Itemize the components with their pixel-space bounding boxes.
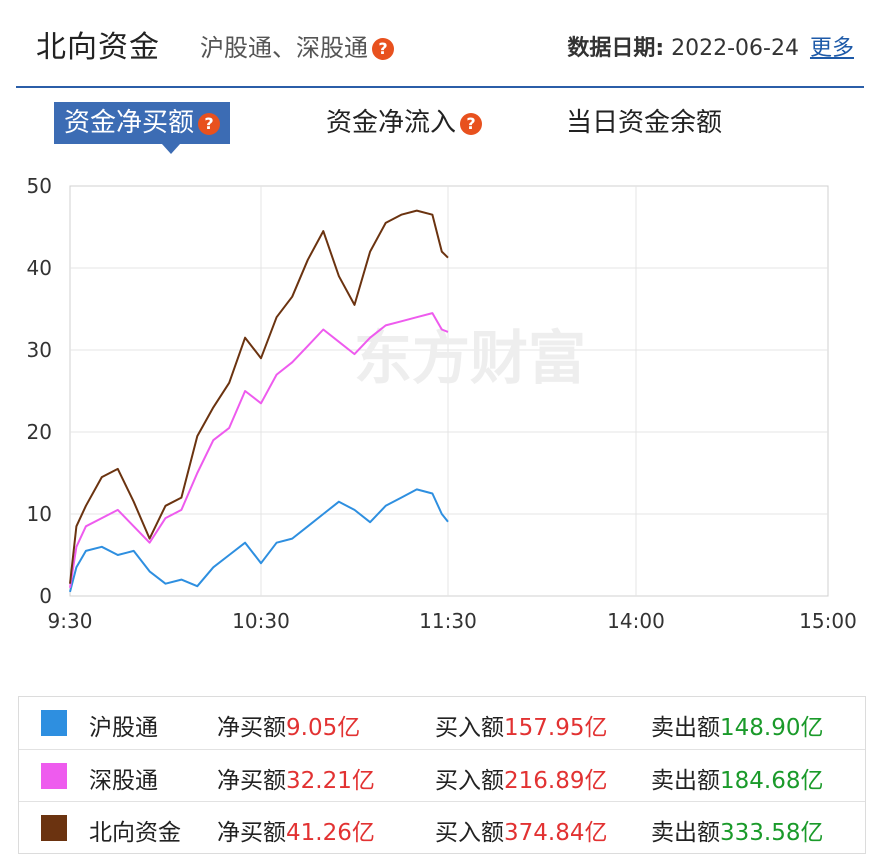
sell-value: 184.68亿 <box>720 768 824 794</box>
series-swatch <box>41 763 67 789</box>
help-icon[interactable]: ? <box>198 112 221 135</box>
active-tab-pointer <box>162 144 180 154</box>
buy-value: 216.89亿 <box>504 768 608 794</box>
series-name: 沪股通 <box>89 715 158 741</box>
grid-lines <box>70 186 828 596</box>
page-title: 北向资金 <box>36 30 160 65</box>
net-buy-value: 32.21亿 <box>286 768 375 794</box>
north-flow-chart: 东方财富 0 10 20 30 40 50 9:30 10:30 11:30 14:00 15:0… <box>27 174 857 633</box>
sell-amount: 卖出额148.90亿 <box>651 708 823 742</box>
sell-label: 卖出额 <box>651 715 720 741</box>
y-axis-ticks: 0 10 20 30 40 50 <box>27 174 52 608</box>
net-buy: 净买额41.26亿 <box>217 813 375 847</box>
data-date: 数据日期: 2022-06-24 更多 <box>567 30 854 62</box>
sell-value: 148.90亿 <box>720 715 824 741</box>
buy-label: 买入额 <box>435 820 504 846</box>
buy-value: 157.95亿 <box>504 715 608 741</box>
more-link[interactable]: 更多 <box>809 36 854 61</box>
page-subtitle: 沪股通、深股通? <box>200 28 394 63</box>
net-buy-value: 41.26亿 <box>286 820 375 846</box>
sell-amount: 卖出额333.58亿 <box>651 813 823 847</box>
buy-label: 买入额 <box>435 768 504 794</box>
watermark: 东方财富 <box>354 324 586 392</box>
buy-value: 374.84亿 <box>504 820 608 846</box>
y-tick-label: 20 <box>27 420 52 444</box>
x-tick-label: 14:00 <box>607 609 665 633</box>
tab-net-buy[interactable]: 资金净买额? <box>54 102 231 144</box>
date-value: 2022-06-24 <box>671 36 799 61</box>
sell-label: 卖出额 <box>651 768 720 794</box>
x-tick-label: 15:00 <box>799 609 857 633</box>
series-line-hgt <box>69 488 449 593</box>
series-lines <box>69 209 449 593</box>
legend-table: 沪股通 净买额9.05亿 买入额157.95亿 卖出额148.90亿 深股通 净… <box>18 696 866 854</box>
tab-bar: 资金净买额? 资金净流入? 当日资金余额 <box>0 100 896 156</box>
buy-label: 买入额 <box>435 715 504 741</box>
help-icon[interactable]: ? <box>372 38 394 60</box>
buy-amount: 买入额157.95亿 <box>435 708 607 742</box>
net-buy: 净买额32.21亿 <box>217 761 375 795</box>
y-tick-label: 0 <box>39 584 52 608</box>
series-line-sgt <box>69 312 449 588</box>
series-swatch <box>41 815 67 841</box>
subtitle-text: 沪股通、深股通 <box>200 34 368 62</box>
x-tick-label: 10:30 <box>232 609 290 633</box>
series-name: 北向资金 <box>89 820 181 846</box>
y-tick-label: 10 <box>27 502 52 526</box>
net-buy-value: 9.05亿 <box>286 715 361 741</box>
page-header: 北向资金 沪股通、深股通? 数据日期: 2022-06-24 更多 <box>0 0 896 88</box>
series-name: 深股通 <box>89 768 158 794</box>
x-tick-label: 9:30 <box>48 609 93 633</box>
y-tick-label: 30 <box>27 338 52 362</box>
buy-amount: 买入额374.84亿 <box>435 813 607 847</box>
sell-label: 卖出额 <box>651 820 720 846</box>
sell-value: 333.58亿 <box>720 820 824 846</box>
net-buy-label: 净买额 <box>217 715 286 741</box>
buy-amount: 买入额216.89亿 <box>435 761 607 795</box>
sell-amount: 卖出额184.68亿 <box>651 761 823 795</box>
tab-net-inflow[interactable]: 资金净流入? <box>326 102 483 144</box>
y-tick-label: 40 <box>27 256 52 280</box>
legend-row-hgt: 沪股通 净买额9.05亿 买入额157.95亿 卖出额148.90亿 <box>19 697 865 749</box>
y-tick-label: 50 <box>27 174 52 198</box>
tab-label: 资金净买额 <box>64 108 195 138</box>
net-buy-label: 净买额 <box>217 768 286 794</box>
tab-label: 资金净流入 <box>326 108 457 138</box>
tab-label: 当日资金余额 <box>566 108 723 138</box>
date-label: 数据日期: <box>567 36 665 61</box>
legend-row-sgt: 深股通 净买额32.21亿 买入额216.89亿 卖出额184.68亿 <box>19 749 865 802</box>
x-tick-label: 11:30 <box>419 609 477 633</box>
x-axis-ticks: 9:30 10:30 11:30 14:00 15:00 <box>48 609 857 633</box>
help-icon[interactable]: ? <box>460 112 483 135</box>
header-divider <box>16 86 864 88</box>
tab-daily-balance[interactable]: 当日资金余额 <box>566 102 722 144</box>
net-buy-label: 净买额 <box>217 820 286 846</box>
net-buy: 净买额9.05亿 <box>217 708 360 742</box>
series-line-north <box>69 209 449 584</box>
series-swatch <box>41 710 67 736</box>
plot-area <box>69 185 829 597</box>
legend-row-north: 北向资金 净买额41.26亿 买入额374.84亿 卖出额333.58亿 <box>19 801 865 854</box>
